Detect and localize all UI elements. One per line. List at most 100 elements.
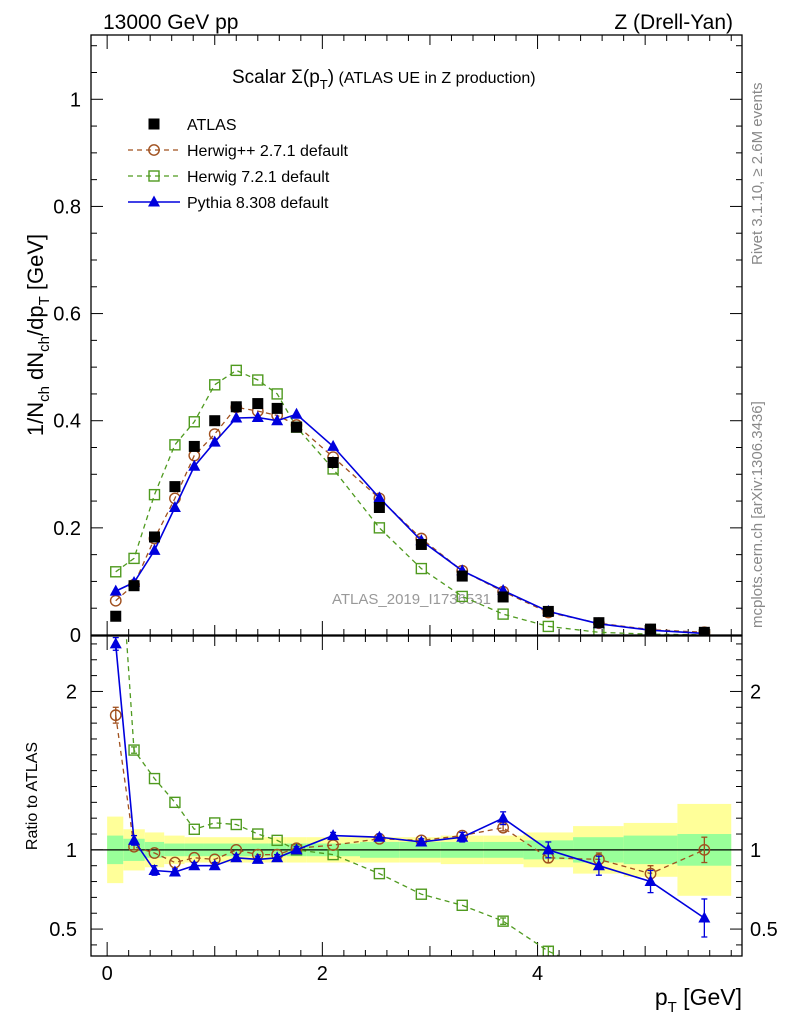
- x-axis-label: pT [GeV]: [655, 984, 742, 1016]
- mcplots-label: mcplots.cern.ch [arXiv:1306.3436]: [749, 401, 766, 628]
- ratio-point-pythia-8-308-default: [373, 830, 386, 842]
- data-point-atlas: [291, 421, 303, 433]
- data-point-herwig-7-2-1-default: [252, 374, 264, 386]
- data-point-herwig-7-2-1-default: [209, 379, 221, 391]
- legend-entry-herwig-2-7-1-default: Herwig++ 2.7.1 default: [128, 143, 349, 160]
- ratio-point-herwig-7-2-1-default: [188, 823, 200, 835]
- data-point-herwig-7-2-1-default: [110, 566, 122, 578]
- data-point-atlas: [698, 626, 710, 635]
- y-tick-label: 0.2: [53, 518, 81, 540]
- data-point-pythia-8-308-default: [327, 439, 340, 451]
- ratio-point-pythia-8-308-default: [497, 811, 510, 823]
- ratio-point-herwig-7-2-1-default: [456, 899, 468, 912]
- data-point-pythia-8-308-default: [271, 414, 284, 426]
- data-point-pythia-8-308-default: [109, 584, 122, 596]
- ratio-point-pythia-8-308-default: [188, 859, 201, 871]
- data-point-atlas: [373, 502, 385, 513]
- legend-entry-herwig-7-2-1-default: Herwig 7.2.1 default: [128, 169, 330, 186]
- main-panel: 0 0.2 0.4 0.6 0.8 1 ATLAS_2019_I1736531 Scala…: [23, 34, 743, 647]
- ratio-point-herwig-7-2-1-default: [111, 473, 121, 483]
- legend-marker: [148, 195, 160, 207]
- ratio-point-herwig-7-2-1-default: [148, 772, 161, 785]
- data-point-pythia-8-308-default: [148, 543, 161, 555]
- data-point-pythia-8-308-default: [168, 501, 181, 512]
- data-point-atlas: [593, 617, 605, 629]
- ratio-point-pythia-8-308-default: [327, 829, 340, 841]
- main-frame: [90, 34, 743, 636]
- ratio-point-pythia-8-308-default: [542, 843, 555, 855]
- data-point-herwig-7-2-1-default: [456, 590, 468, 603]
- legend-label: Pythia 8.308 default: [187, 195, 329, 212]
- main-data-layer: [109, 364, 711, 635]
- ratio-point-herwig-7-2-1-default: [252, 828, 264, 840]
- title-prefix: Scalar: [232, 67, 291, 88]
- ratio-point-pythia-8-308-default: [109, 637, 122, 649]
- data-point-pythia-8-308-default: [208, 435, 221, 447]
- ratio-point-pythia-8-308-default: [592, 859, 605, 871]
- data-point-atlas: [542, 605, 554, 617]
- legend: ATLAS Herwig++ 2.7.1 default Herwig 7.2.1 …: [128, 117, 349, 212]
- ratio-tick-label-left: 0.5: [49, 919, 77, 941]
- data-point-atlas: [327, 457, 339, 468]
- x-tick-label: 2: [317, 963, 328, 985]
- data-point-herwig-7-2-1-default: [128, 552, 140, 565]
- ratio-tick-label-left: 1: [66, 840, 77, 862]
- legend-marker: [148, 118, 160, 130]
- legend-entry-pythia-8-308-default: Pythia 8.308 default: [128, 195, 329, 212]
- ratio-point-herwig-7-2-1-default: [209, 817, 221, 829]
- ratio-point-herwig-2-7-1-default: [698, 843, 711, 856]
- ratio-point-pythia-8-308-default: [415, 835, 428, 847]
- ratio-point-pythia-8-308-default: [230, 851, 243, 863]
- data-point-pythia-8-308-default: [188, 459, 201, 471]
- ratio-point-herwig-2-7-1-default: [109, 709, 122, 722]
- ratio-y-axis-label: Ratio to ATLAS: [24, 742, 41, 850]
- data-point-pythia-8-308-default: [373, 491, 386, 503]
- data-point-atlas: [271, 402, 283, 414]
- data-point-herwig-7-2-1-default: [230, 364, 242, 377]
- data-point-herwig-7-2-1-default: [373, 522, 386, 534]
- data-point-herwig-7-2-1-default: [169, 439, 181, 451]
- series-line-herwig-2-7-1-default: [115, 406, 705, 633]
- data-point-herwig-7-2-1-default: [188, 416, 200, 428]
- data-point-herwig-7-2-1-default: [148, 488, 161, 501]
- ratio-point-pythia-8-308-default: [271, 851, 284, 863]
- ratio-frame: [90, 635, 743, 957]
- title-close: ): [328, 67, 334, 88]
- ratio-panel: 0 2 4 0.5 0.5 1 1 2 2 Ratio to ATLAS: [24, 473, 778, 985]
- legend-marker: [148, 144, 160, 156]
- ratio-point-pythia-8-308-default: [208, 859, 221, 871]
- ratio-tick-label-right: 0.5: [750, 919, 778, 941]
- header-process-label: Z (Drell-Yan): [614, 11, 733, 34]
- x-tick-label: 4: [532, 963, 543, 985]
- y-tick-label: 0.6: [53, 304, 81, 326]
- header-energy-label: 13000 GeV pp: [103, 11, 238, 34]
- analysis-label: ATLAS_2019_I1736531: [332, 591, 491, 608]
- ratio-point-pythia-8-308-default: [251, 852, 264, 864]
- title-rest: (ATLAS UE in Z production): [334, 70, 536, 87]
- data-point-atlas: [110, 610, 122, 622]
- ratio-point-herwig-7-2-1-default: [271, 834, 283, 847]
- ratio-point-herwig-7-2-1-default: [230, 818, 242, 831]
- ratio-point-herwig-2-7-1-default: [148, 847, 161, 859]
- ratio-point-herwig-7-2-1-default: [594, 968, 604, 978]
- ratio-point-pythia-8-308-default: [290, 843, 303, 855]
- chart-title: Scalar Σ(pT) (ATLAS UE in Z production): [232, 67, 536, 92]
- ratio-point-herwig-7-2-1-default: [497, 915, 509, 927]
- data-point-atlas: [415, 538, 427, 550]
- data-point-herwig-7-2-1-default: [497, 608, 509, 620]
- ratio-tick-label-right: 1: [750, 840, 761, 862]
- y-tick-label: 0.4: [53, 411, 81, 433]
- ratio-point-pythia-8-308-default: [148, 863, 161, 875]
- ratio-point-pythia-8-308-default: [128, 833, 141, 845]
- ratio-line-pythia-8-308-default: [114, 643, 705, 919]
- main-axis-ticks: 0 0.2 0.4 0.6 0.8 1: [53, 35, 742, 647]
- ratio-point-pythia-8-308-default: [644, 875, 657, 887]
- data-point-atlas: [456, 570, 468, 582]
- data-point-pythia-8-308-default: [230, 411, 243, 423]
- ratio-point-herwig-7-2-1-default: [373, 867, 386, 880]
- data-point-herwig-7-2-1-default: [415, 562, 428, 575]
- ratio-series-herwig-7-2-1-default: [111, 473, 604, 978]
- title-sub: T: [320, 77, 328, 92]
- data-point-herwig-7-2-1-default: [542, 620, 555, 633]
